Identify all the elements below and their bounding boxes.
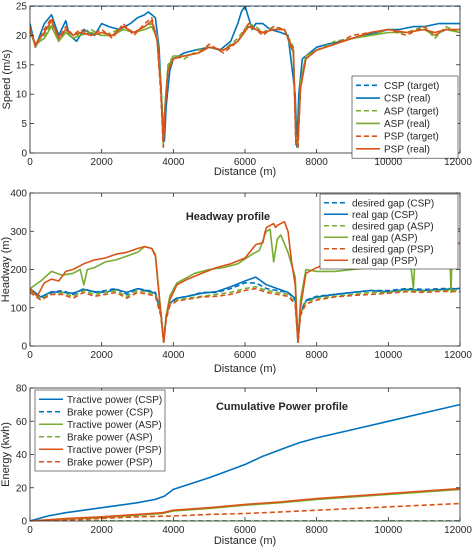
x-tick-label: 4000 xyxy=(162,525,185,536)
series-line-2 xyxy=(30,22,460,148)
y-tick-label: 15 xyxy=(16,60,28,71)
x-tick-label: 4000 xyxy=(162,350,185,361)
x-tick-label: 10000 xyxy=(374,525,402,536)
y-tick-label: 10 xyxy=(16,90,28,101)
x-tick-label: 8000 xyxy=(306,525,329,536)
legend-entry: Brake power (ASP) xyxy=(67,432,153,443)
x-axis-label: Distance (m) xyxy=(214,166,276,178)
series-line-5 xyxy=(30,19,460,142)
series-line-4 xyxy=(30,16,460,148)
x-tick-label: 0 xyxy=(27,157,33,168)
legend-entry: ASP (target) xyxy=(384,106,439,117)
x-tick-label: 0 xyxy=(27,525,33,536)
legend-entry: Brake power (PSP) xyxy=(67,457,153,468)
x-tick-label: 8000 xyxy=(306,350,329,361)
legend-entry: desired gap (PSP) xyxy=(352,244,434,255)
legend-entry: real gap (CSP) xyxy=(352,210,418,221)
y-tick-label: 100 xyxy=(10,303,27,314)
y-axis-label: Energy (kwh) xyxy=(0,422,12,487)
legend-entry: Tractive power (CSP) xyxy=(67,395,162,406)
y-tick-label: 0 xyxy=(21,149,27,160)
x-axis-label: Distance (m) xyxy=(214,363,276,375)
x-tick-label: 6000 xyxy=(234,157,257,168)
x-tick-label: 10000 xyxy=(374,350,402,361)
y-tick-label: 300 xyxy=(10,227,27,238)
y-tick-label: 20 xyxy=(16,483,28,494)
legend-entry: PSP (target) xyxy=(384,132,439,143)
series-line-1 xyxy=(30,276,460,344)
legend-entry: desired gap (CSP) xyxy=(352,198,434,209)
series-group xyxy=(30,403,460,521)
series-group xyxy=(30,220,460,344)
x-tick-label: 6000 xyxy=(234,350,257,361)
legend-entry: CSP (target) xyxy=(384,81,439,92)
x-axis-label: Distance (m) xyxy=(214,535,276,547)
x-tick-label: 2000 xyxy=(91,350,114,361)
legend-entry: Tractive power (ASP) xyxy=(67,420,162,431)
y-axis-label: Headway (m) xyxy=(0,237,12,302)
legend: Tractive power (CSP)Brake power (CSP) Tra… xyxy=(34,389,166,472)
x-tick-label: 0 xyxy=(27,350,33,361)
y-tick-label: 0 xyxy=(21,342,27,353)
x-tick-label: 8000 xyxy=(306,157,329,168)
legend-entry: real gap (PSP) xyxy=(352,256,418,267)
chart-title: Cumulative Power profile xyxy=(216,401,348,413)
legend-entry: CSP (real) xyxy=(384,94,431,105)
legend-box xyxy=(319,193,459,270)
x-tick-label: 10000 xyxy=(374,157,402,168)
series-group xyxy=(30,6,460,148)
legend-entry: Tractive power (PSP) xyxy=(67,445,162,456)
x-tick-label: 6000 xyxy=(234,525,257,536)
series-line-4 xyxy=(30,487,460,521)
x-tick-label: 12000 xyxy=(444,157,472,168)
x-tick-label: 2000 xyxy=(91,157,114,168)
chart-speed-profile: 0 2000 4000 6000 8000 10000 12000 0 5 10 15 20 25 Dis… xyxy=(1,2,472,179)
legend-entry: PSP (real) xyxy=(384,144,430,155)
y-axis-label: Speed (m/s) xyxy=(1,50,13,110)
x-tick-label: 2000 xyxy=(91,525,114,536)
y-tick-label: 25 xyxy=(16,2,28,13)
y-tick-label: 400 xyxy=(10,189,27,200)
legend: CSP (target) CSP (real)ASP (target) ASP (r… xyxy=(351,75,459,159)
series-line-4 xyxy=(30,287,460,344)
chart-cumulative-power-profile: 0 2000 4000 6000 8000 10000 12000 0 20 40 60 80 Dist… xyxy=(0,384,472,548)
x-tick-label: 12000 xyxy=(444,525,472,536)
legend-box xyxy=(351,75,459,159)
legend: desired gap (CSP)real gap (CSP)desired g… xyxy=(319,193,459,270)
y-tick-label: 60 xyxy=(16,417,28,428)
legend-entry: desired gap (ASP) xyxy=(352,221,434,232)
y-tick-label: 80 xyxy=(16,384,28,395)
legend-entry: real gap (ASP) xyxy=(352,233,418,244)
chart-headway-profile: 0 2000 4000 6000 8000 10000 12000 0 100 200 300 400… xyxy=(0,189,472,376)
x-tick-label: 12000 xyxy=(444,350,472,361)
y-tick-label: 200 xyxy=(10,265,27,276)
x-tick-label: 4000 xyxy=(162,157,185,168)
legend-entry: Brake power (CSP) xyxy=(67,407,153,418)
series-line-2 xyxy=(30,285,460,342)
y-tick-label: 20 xyxy=(16,31,28,42)
y-tick-label: 5 xyxy=(21,119,27,130)
series-line-0 xyxy=(30,403,460,521)
legend-entry: ASP (real) xyxy=(384,119,430,130)
legend-box xyxy=(34,389,166,472)
y-tick-label: 0 xyxy=(21,517,27,528)
chart-title: Headway profile xyxy=(186,211,270,223)
y-tick-label: 40 xyxy=(16,450,28,461)
